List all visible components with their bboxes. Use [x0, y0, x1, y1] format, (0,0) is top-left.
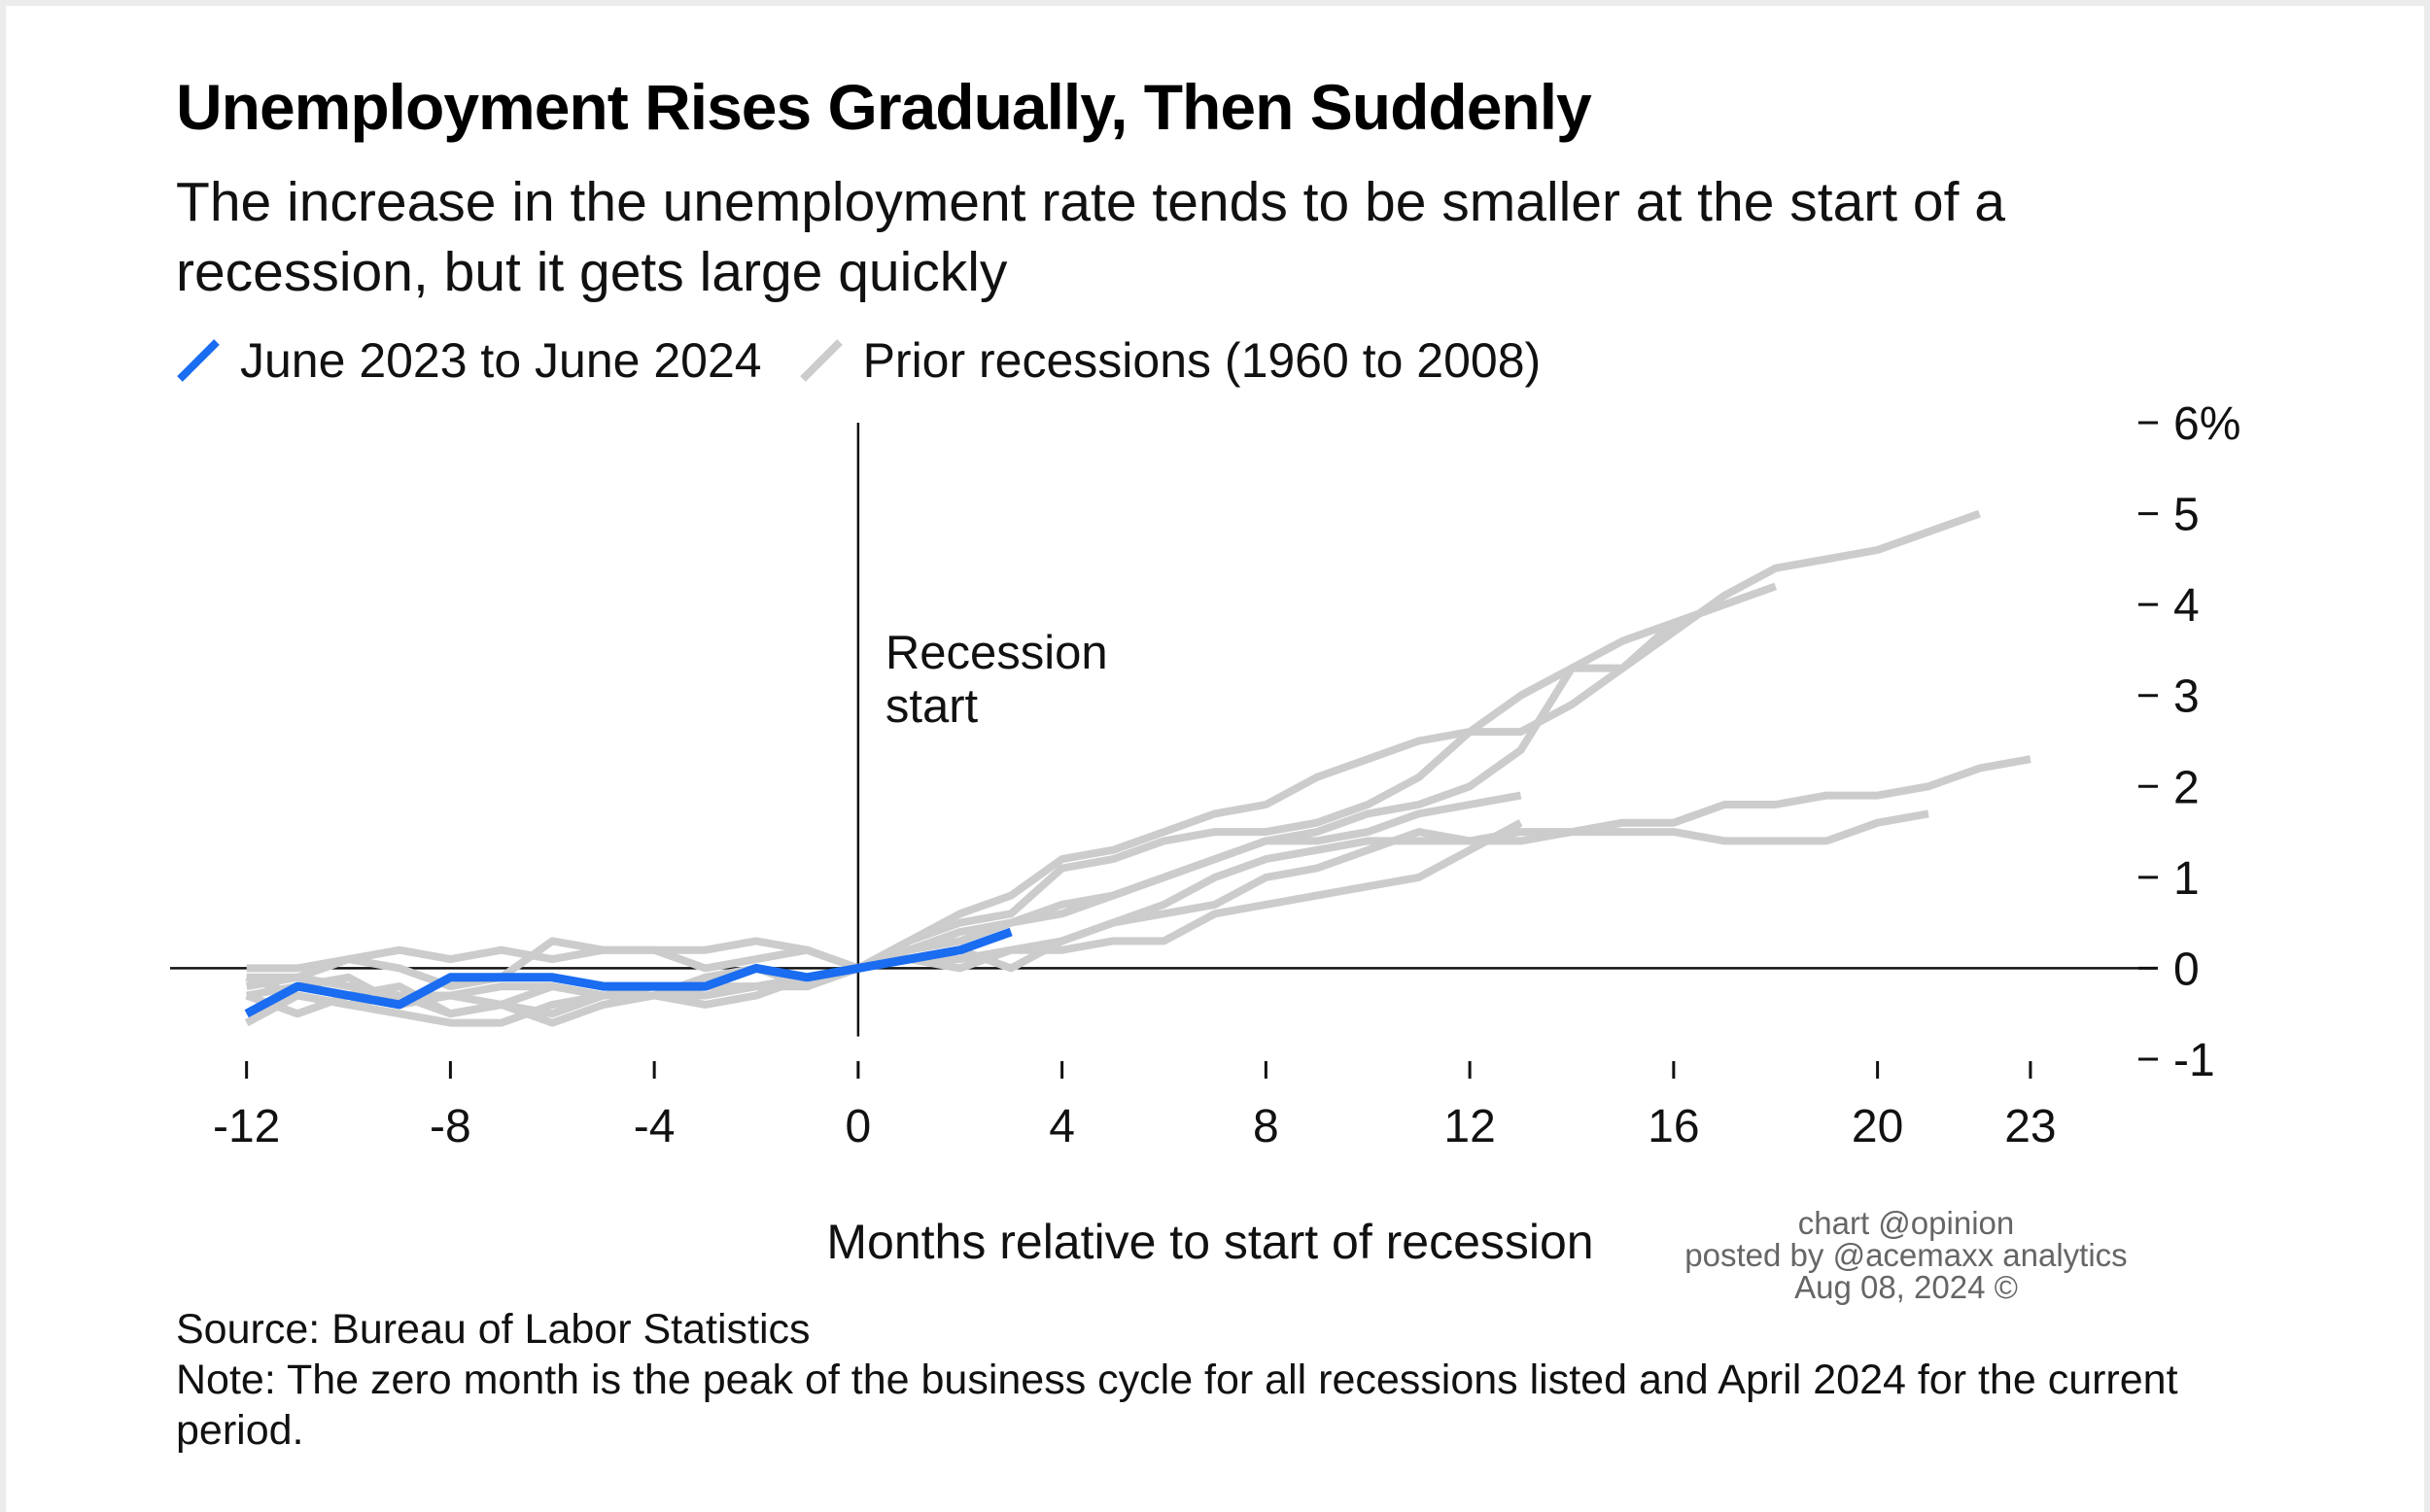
recession-start-annotation: Recession start [885, 627, 1108, 733]
legend-label-current: June 2023 to June 2024 [240, 333, 762, 388]
x-tick-label: -12 [213, 1101, 280, 1152]
y-tick-label: 3 [2173, 671, 2200, 723]
watermark-line-3: Aug 08, 2024 © [1794, 1269, 2018, 1305]
x-tick-label: -4 [634, 1101, 676, 1152]
watermark-line-1: chart @opinion [1797, 1205, 2015, 1241]
y-tick-label: 5 [2173, 490, 2200, 541]
watermark: chart @opinion posted by @acemaxx analyt… [1658, 1207, 2154, 1303]
series-line-prior-recession [246, 755, 2031, 1000]
legend-label-prior: Prior recessions (1960 to 2008) [862, 333, 1542, 388]
chart-title: Unemployment Rises Gradually, Then Sudde… [176, 71, 1592, 143]
annotation-line: Recession [885, 627, 1108, 679]
x-tick-label: 23 [2004, 1101, 2056, 1152]
chart-footer: Source: Bureau of Labor Statistics Note:… [176, 1304, 2217, 1456]
y-tick-label: 2 [2173, 762, 2200, 813]
series-line-prior-recession [246, 509, 1981, 981]
x-tick-label: -8 [430, 1101, 471, 1152]
y-tick-label: 6% [2173, 398, 2240, 450]
annotation-line: start [885, 680, 979, 733]
legend-swatch-current [177, 339, 220, 382]
y-tick-label: 4 [2173, 580, 2200, 632]
x-tick-label: 12 [1443, 1101, 1495, 1152]
x-tick-label: 8 [1253, 1101, 1279, 1152]
series-line-prior-recession [245, 809, 1929, 1018]
x-tick-label: 16 [1648, 1101, 1699, 1152]
legend-item-current: June 2023 to June 2024 [176, 332, 762, 389]
chart-legend: June 2023 to June 2024 Prior recessions … [176, 326, 1578, 395]
x-tick-label: 4 [1049, 1101, 1075, 1152]
footnote: Note: The zero month is the peak of the … [176, 1357, 2178, 1454]
source-note: Source: Bureau of Labor Statistics [176, 1306, 811, 1353]
legend-swatch-prior [799, 339, 843, 382]
x-tick-label: 20 [1852, 1101, 1903, 1152]
x-tick-label: 0 [846, 1101, 872, 1152]
y-tick-label: -1 [2173, 1035, 2215, 1086]
series-line-prior-recession [245, 619, 1676, 1009]
chart-subtitle: The increase in the unemployment rate te… [176, 171, 2006, 303]
watermark-line-2: posted by @acemaxx analytics [1684, 1237, 2128, 1273]
y-tick-label: 1 [2173, 853, 2200, 905]
series-line-current [244, 927, 1013, 1018]
x-axis-title: Months relative to start of recession [826, 1215, 1593, 1269]
y-tick-label: 0 [2173, 944, 2200, 995]
legend-item-prior: Prior recessions (1960 to 2008) [799, 332, 1542, 389]
